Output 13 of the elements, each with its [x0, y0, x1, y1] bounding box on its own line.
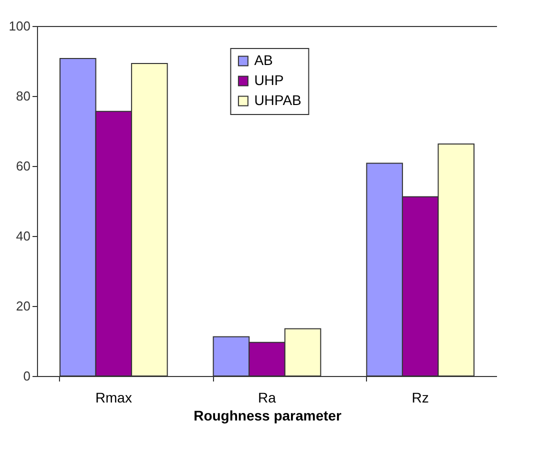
x-tick-label: Rz — [412, 390, 429, 406]
x-tick-label: Ra — [258, 390, 276, 406]
legend-label: UHPAB — [254, 92, 302, 108]
y-tick-label: 60 — [16, 158, 30, 174]
legend-label: AB — [254, 52, 273, 68]
x-axis-title: Roughness parameter — [194, 408, 342, 424]
legend-label: UHP — [254, 72, 284, 88]
y-tick-label: 100 — [8, 18, 30, 34]
x-tick-label: Rmax — [95, 390, 132, 406]
y-tick-label: 0 — [23, 368, 30, 384]
y-tick-label: 40 — [16, 228, 30, 244]
y-tick-label: 80 — [16, 88, 30, 104]
y-tick-label: 20 — [16, 298, 30, 314]
